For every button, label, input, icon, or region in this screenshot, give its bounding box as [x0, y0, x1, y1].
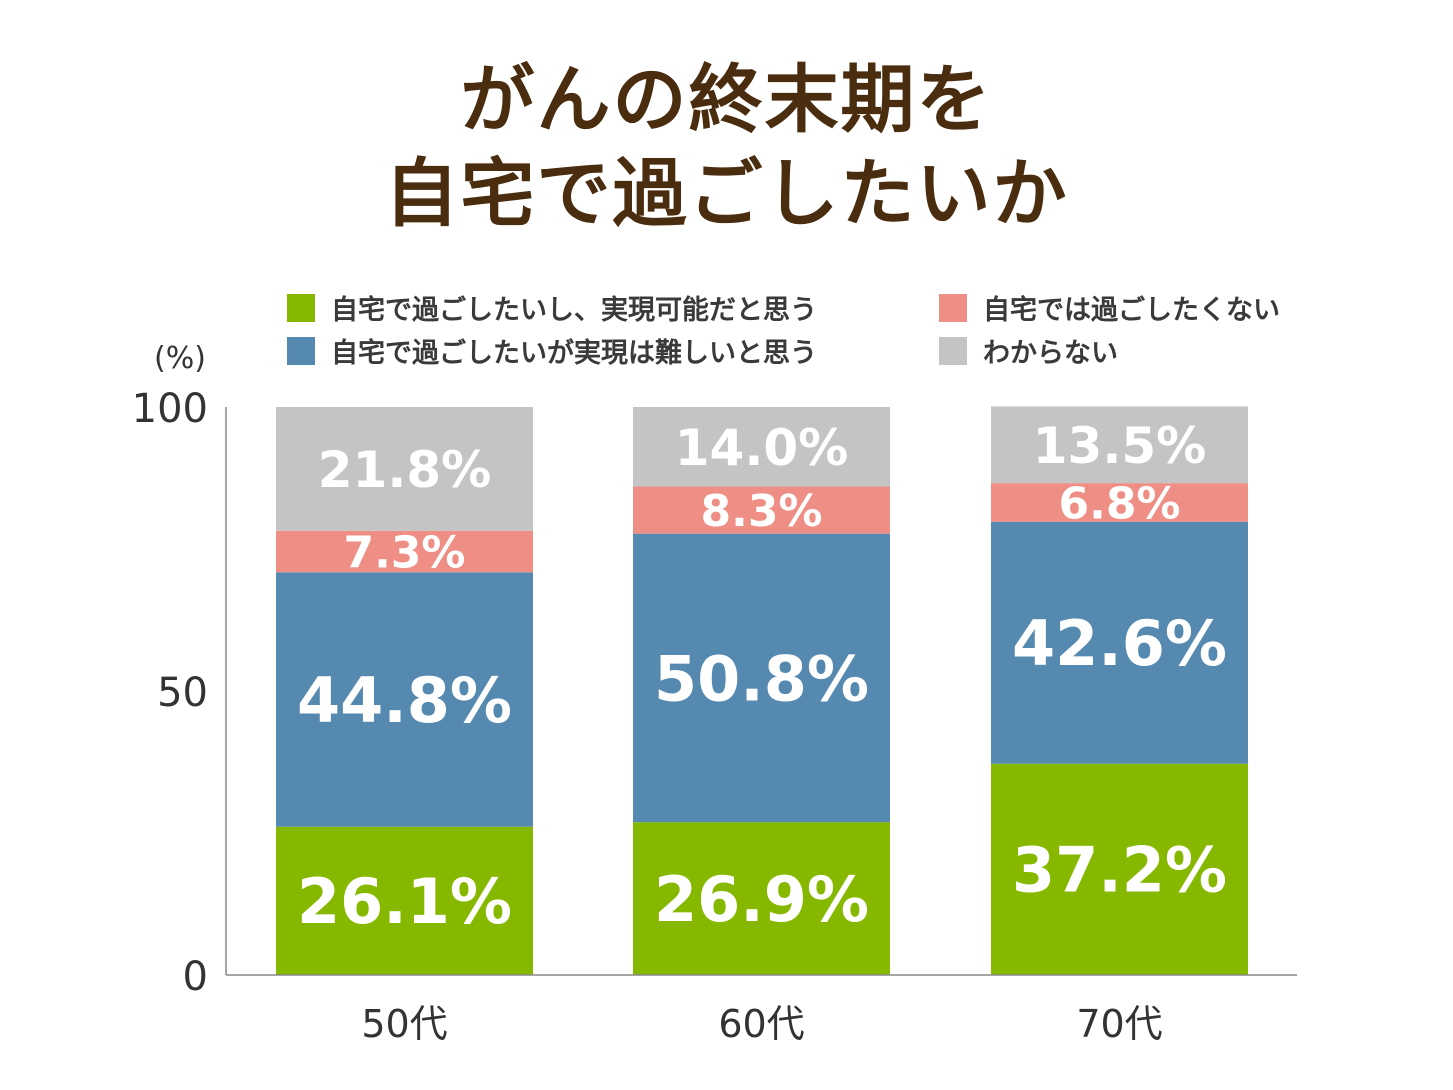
legend-item-difficult: 自宅で過ごしたいが実現は難しいと思う	[287, 331, 817, 370]
legend-label: 自宅で過ごしたいが実現は難しいと思う	[331, 338, 817, 369]
y-tick-label: 100	[132, 386, 208, 432]
data-label: 50.8%	[654, 642, 869, 715]
x-tick-label: 60代	[718, 1002, 804, 1046]
legend-label: 自宅では過ごしたくない	[983, 295, 1280, 326]
data-label: 26.1%	[297, 865, 512, 938]
bar-segment	[276, 530, 533, 573]
legend-label: 自宅で過ごしたいし、実現可能だと思う	[331, 295, 817, 326]
bar-segment	[633, 407, 890, 487]
y-tick-label: 0	[183, 954, 208, 1000]
data-label: 42.6%	[1012, 607, 1227, 680]
bar-segment	[991, 763, 1248, 975]
bar-segment	[633, 822, 890, 975]
data-label: 8.3%	[700, 486, 822, 537]
bar-segment	[276, 826, 533, 975]
bar-segment	[991, 521, 1248, 764]
data-label: 37.2%	[1012, 834, 1227, 907]
bar-segment	[276, 407, 533, 531]
data-label: 44.8%	[297, 664, 512, 737]
data-label: 14.0%	[675, 419, 848, 477]
x-tick-label: 50代	[361, 1002, 447, 1046]
bar-segment	[991, 406, 1248, 484]
legend-swatch	[939, 293, 967, 322]
data-label: 6.8%	[1058, 478, 1180, 529]
legend-item-feasible: 自宅で過ごしたいし、実現可能だと思う	[287, 288, 817, 327]
bar-segment	[633, 533, 890, 823]
legend-swatch	[287, 336, 315, 365]
data-label: 13.5%	[1033, 417, 1206, 475]
legend-item-not-want: 自宅では過ごしたくない	[939, 288, 1280, 327]
y-tick-label: 50	[157, 670, 208, 716]
legend-swatch	[939, 336, 967, 365]
data-label: 7.3%	[343, 527, 465, 578]
y-axis-unit: (%)	[154, 341, 206, 376]
bar-segment	[276, 572, 533, 827]
bar-segment	[633, 486, 890, 534]
data-label: 21.8%	[318, 441, 491, 499]
chart-title-line-1: がんの終末期を	[460, 57, 993, 143]
legend-item-unknown: わからない	[939, 331, 1118, 370]
bar-segment	[991, 483, 1248, 522]
legend-swatch	[287, 293, 315, 322]
legend-label: わからない	[983, 338, 1118, 369]
x-tick-label: 70代	[1076, 1002, 1162, 1046]
chart-title-line-2: 自宅で過ごしたいか	[384, 151, 1069, 237]
data-label: 26.9%	[654, 863, 869, 936]
